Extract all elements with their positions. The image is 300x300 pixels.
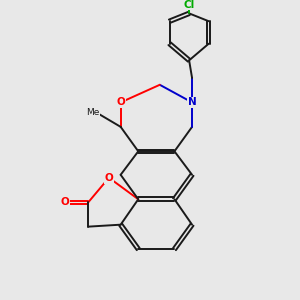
Text: N: N [188, 98, 197, 107]
Text: Me: Me [87, 108, 100, 117]
Text: Cl: Cl [184, 0, 195, 10]
Text: O: O [116, 98, 125, 107]
Text: O: O [61, 197, 69, 207]
Text: O: O [104, 173, 113, 183]
